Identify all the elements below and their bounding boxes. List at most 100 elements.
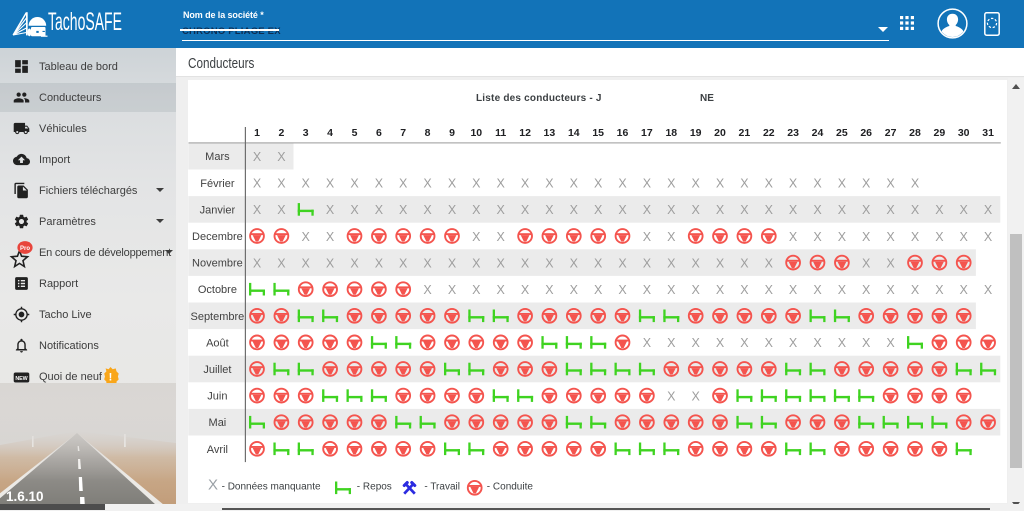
svg-text:X: X bbox=[984, 283, 993, 297]
svg-text:Janvier: Janvier bbox=[200, 204, 236, 216]
svg-text:18: 18 bbox=[665, 127, 677, 139]
svg-text:3: 3 bbox=[303, 127, 309, 139]
svg-text:X: X bbox=[302, 256, 311, 270]
svg-text:X: X bbox=[886, 283, 895, 297]
svg-text:X: X bbox=[594, 283, 603, 297]
svg-text:X: X bbox=[740, 203, 749, 217]
svg-text:X: X bbox=[692, 203, 701, 217]
svg-text:X: X bbox=[813, 177, 822, 191]
svg-text:X: X bbox=[497, 283, 506, 297]
svg-text:- Conduite: - Conduite bbox=[487, 482, 534, 493]
svg-text:X: X bbox=[448, 283, 457, 297]
svg-text:X: X bbox=[497, 256, 506, 270]
svg-text:X: X bbox=[594, 203, 603, 217]
svg-text:Mai: Mai bbox=[209, 417, 227, 429]
svg-text:X: X bbox=[789, 177, 798, 191]
svg-text:X: X bbox=[326, 230, 335, 244]
svg-text:X: X bbox=[253, 177, 262, 191]
svg-text:X: X bbox=[448, 177, 457, 191]
svg-text:29: 29 bbox=[934, 127, 946, 139]
svg-text:X: X bbox=[208, 476, 218, 493]
svg-text:X: X bbox=[838, 230, 847, 244]
svg-text:X: X bbox=[960, 230, 969, 244]
svg-text:X: X bbox=[692, 336, 701, 350]
svg-text:X: X bbox=[253, 150, 262, 164]
svg-text:X: X bbox=[886, 203, 895, 217]
svg-text:X: X bbox=[448, 203, 457, 217]
svg-text:X: X bbox=[935, 283, 944, 297]
svg-text:X: X bbox=[789, 230, 798, 244]
svg-text:30: 30 bbox=[958, 127, 970, 139]
svg-text:- Travail: - Travail bbox=[424, 482, 460, 493]
svg-text:X: X bbox=[350, 203, 359, 217]
svg-text:X: X bbox=[765, 336, 774, 350]
svg-text:1: 1 bbox=[254, 127, 260, 139]
svg-text:X: X bbox=[253, 203, 262, 217]
svg-text:X: X bbox=[277, 150, 286, 164]
svg-text:X: X bbox=[570, 256, 579, 270]
svg-text:X: X bbox=[740, 177, 749, 191]
svg-text:X: X bbox=[740, 336, 749, 350]
svg-text:23: 23 bbox=[787, 127, 799, 139]
svg-text:X: X bbox=[545, 203, 554, 217]
svg-text:!: ! bbox=[109, 372, 113, 384]
svg-text:9: 9 bbox=[449, 127, 455, 139]
svg-text:Juin: Juin bbox=[207, 391, 227, 403]
svg-text:26: 26 bbox=[860, 127, 872, 139]
svg-text:X: X bbox=[838, 177, 847, 191]
svg-text:X: X bbox=[667, 389, 676, 403]
svg-text:X: X bbox=[545, 256, 554, 270]
svg-text:X: X bbox=[716, 256, 725, 270]
svg-text:X: X bbox=[497, 177, 506, 191]
svg-text:X: X bbox=[911, 177, 920, 191]
svg-text:X: X bbox=[862, 177, 871, 191]
svg-text:5: 5 bbox=[352, 127, 358, 139]
svg-text:X: X bbox=[813, 336, 822, 350]
svg-text:X: X bbox=[326, 203, 335, 217]
svg-text:X: X bbox=[765, 177, 774, 191]
svg-text:X: X bbox=[472, 256, 481, 270]
svg-text:X: X bbox=[838, 283, 847, 297]
svg-text:11: 11 bbox=[495, 127, 506, 139]
svg-text:X: X bbox=[643, 230, 652, 244]
svg-text:X: X bbox=[643, 256, 652, 270]
svg-text:7: 7 bbox=[400, 127, 406, 139]
svg-text:X: X bbox=[667, 336, 676, 350]
svg-text:20: 20 bbox=[714, 127, 726, 139]
svg-text:X: X bbox=[375, 256, 384, 270]
svg-text:X: X bbox=[813, 203, 822, 217]
svg-text:X: X bbox=[862, 256, 871, 270]
svg-text:X: X bbox=[765, 203, 774, 217]
svg-text:10: 10 bbox=[470, 127, 482, 139]
svg-text:X: X bbox=[521, 283, 530, 297]
svg-text:X: X bbox=[472, 283, 481, 297]
svg-text:X: X bbox=[643, 283, 652, 297]
svg-text:X: X bbox=[667, 203, 676, 217]
svg-text:X: X bbox=[472, 177, 481, 191]
svg-text:X: X bbox=[570, 177, 579, 191]
svg-text:Août: Août bbox=[206, 337, 229, 349]
svg-text:X: X bbox=[667, 256, 676, 270]
svg-text:X: X bbox=[960, 283, 969, 297]
svg-text:X: X bbox=[935, 203, 944, 217]
svg-text:X: X bbox=[813, 283, 822, 297]
svg-text:25: 25 bbox=[836, 127, 848, 139]
svg-text:2: 2 bbox=[278, 127, 284, 139]
svg-text:31: 31 bbox=[982, 127, 994, 139]
svg-text:X: X bbox=[692, 177, 701, 191]
svg-text:X: X bbox=[594, 256, 603, 270]
svg-text:21: 21 bbox=[739, 127, 751, 139]
svg-text:X: X bbox=[716, 336, 725, 350]
svg-text:X: X bbox=[911, 230, 920, 244]
svg-text:NEW: NEW bbox=[15, 376, 27, 382]
svg-text:X: X bbox=[643, 336, 652, 350]
svg-text:X: X bbox=[423, 177, 432, 191]
svg-text:4: 4 bbox=[327, 127, 333, 139]
svg-text:X: X bbox=[277, 203, 286, 217]
svg-text:X: X bbox=[886, 230, 895, 244]
svg-text:X: X bbox=[838, 203, 847, 217]
svg-text:X: X bbox=[399, 203, 408, 217]
svg-text:X: X bbox=[521, 203, 530, 217]
svg-text:X: X bbox=[984, 230, 993, 244]
svg-text:15: 15 bbox=[592, 127, 604, 139]
